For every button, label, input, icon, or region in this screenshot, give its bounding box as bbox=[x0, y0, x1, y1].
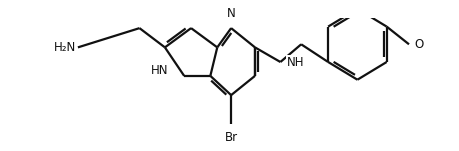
Text: H₂N: H₂N bbox=[54, 41, 76, 54]
Text: Br: Br bbox=[224, 131, 237, 144]
Text: NH: NH bbox=[286, 56, 303, 69]
Text: N: N bbox=[226, 7, 235, 20]
Text: O: O bbox=[414, 38, 423, 51]
Text: HN: HN bbox=[151, 64, 168, 77]
